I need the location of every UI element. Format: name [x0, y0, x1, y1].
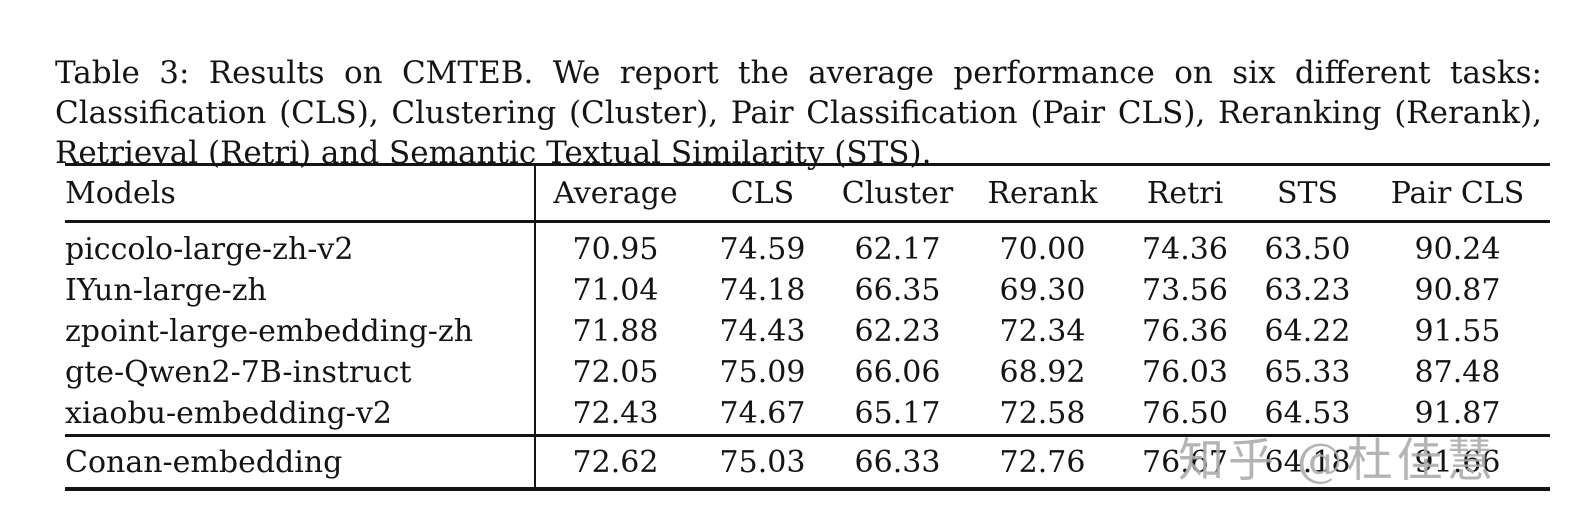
cell-sts: 64.22	[1264, 314, 1351, 349]
cell-pair-cls: 91.66	[1365, 434, 1550, 489]
cell-retri: 76.50	[1142, 396, 1228, 431]
cell-retri: 74.36	[1142, 232, 1228, 267]
cell-pair-cls: 90.87	[1414, 273, 1501, 308]
cell-retri: 73.56	[1142, 273, 1228, 308]
cell-pair-cls: 90.24	[1414, 232, 1501, 267]
cell-average: 72.43	[534, 393, 695, 436]
table-row: xiaobu-embedding-v2 72.43 74.67 65.17 72…	[65, 393, 1550, 436]
cell-average: 71.04	[534, 270, 695, 311]
col-header-cls: CLS	[695, 164, 830, 223]
cell-sts: 64.53	[1264, 396, 1351, 431]
table-caption: Table 3: Results on CMTEB. We report the…	[55, 55, 1542, 171]
model-name: IYun-large-zh	[65, 273, 267, 308]
model-name: zpoint-large-embedding-zh	[65, 314, 474, 349]
col-header-cluster: Cluster	[830, 164, 965, 223]
model-name: gte-Qwen2-7B-instruct	[65, 355, 412, 390]
cell-average: 72.62	[534, 434, 695, 489]
cell-average: 72.05	[534, 352, 695, 393]
cell-rerank: 72.34	[999, 314, 1086, 349]
cell-cluster: 65.17	[854, 396, 941, 431]
cell-average: 70.95	[534, 221, 695, 270]
cell-retri: 76.67	[1120, 434, 1250, 489]
cell-cluster: 62.17	[854, 232, 941, 267]
cell-rerank: 70.00	[999, 232, 1086, 267]
cell-cls: 74.18	[719, 273, 806, 308]
col-header-models: Models	[65, 164, 535, 223]
cell-cls: 74.59	[719, 232, 806, 267]
header-row: Models Average CLS Cluster Rerank Retri …	[65, 164, 1550, 223]
col-header-sts: STS	[1250, 164, 1365, 223]
cell-sts: 64.18	[1250, 434, 1365, 489]
model-name: Conan-embedding	[65, 434, 535, 489]
cell-rerank: 72.58	[999, 396, 1086, 431]
table-row: gte-Qwen2-7B-instruct 72.05 75.09 66.06 …	[65, 352, 1550, 393]
cell-pair-cls: 87.48	[1414, 355, 1501, 390]
cell-retri: 76.36	[1142, 314, 1228, 349]
cell-cls: 75.03	[695, 434, 830, 489]
col-header-pair-cls: Pair CLS	[1365, 164, 1550, 223]
cell-cluster: 66.33	[830, 434, 965, 489]
model-name: piccolo-large-zh-v2	[65, 232, 354, 267]
cell-sts: 65.33	[1264, 355, 1351, 390]
cell-rerank: 68.92	[999, 355, 1086, 390]
col-header-retri: Retri	[1120, 164, 1250, 223]
cell-sts: 63.50	[1264, 232, 1351, 267]
col-header-average: Average	[534, 164, 695, 223]
results-table: Models Average CLS Cluster Rerank Retri …	[65, 163, 1550, 491]
cell-rerank: 69.30	[999, 273, 1086, 308]
cell-cls: 75.09	[719, 355, 806, 390]
table-row: piccolo-large-zh-v2 70.95 74.59 62.17 70…	[65, 221, 1550, 270]
highlight-row: Conan-embedding 72.62 75.03 66.33 72.76 …	[65, 434, 1550, 489]
cell-pair-cls: 91.55	[1414, 314, 1501, 349]
cell-cls: 74.67	[719, 396, 806, 431]
table-row: zpoint-large-embedding-zh 71.88 74.43 62…	[65, 311, 1550, 352]
cell-cluster: 66.35	[854, 273, 941, 308]
cell-average: 71.88	[534, 311, 695, 352]
cell-rerank: 72.76	[965, 434, 1120, 489]
cell-sts: 63.23	[1264, 273, 1351, 308]
model-name: xiaobu-embedding-v2	[65, 396, 392, 431]
cell-pair-cls: 91.87	[1414, 396, 1501, 431]
cell-cluster: 62.23	[854, 314, 941, 349]
cell-retri: 76.03	[1142, 355, 1228, 390]
col-header-rerank: Rerank	[965, 164, 1120, 223]
cell-cls: 74.43	[719, 314, 806, 349]
table-row: IYun-large-zh 71.04 74.18 66.35 69.30 73…	[65, 270, 1550, 311]
cell-cluster: 66.06	[854, 355, 941, 390]
